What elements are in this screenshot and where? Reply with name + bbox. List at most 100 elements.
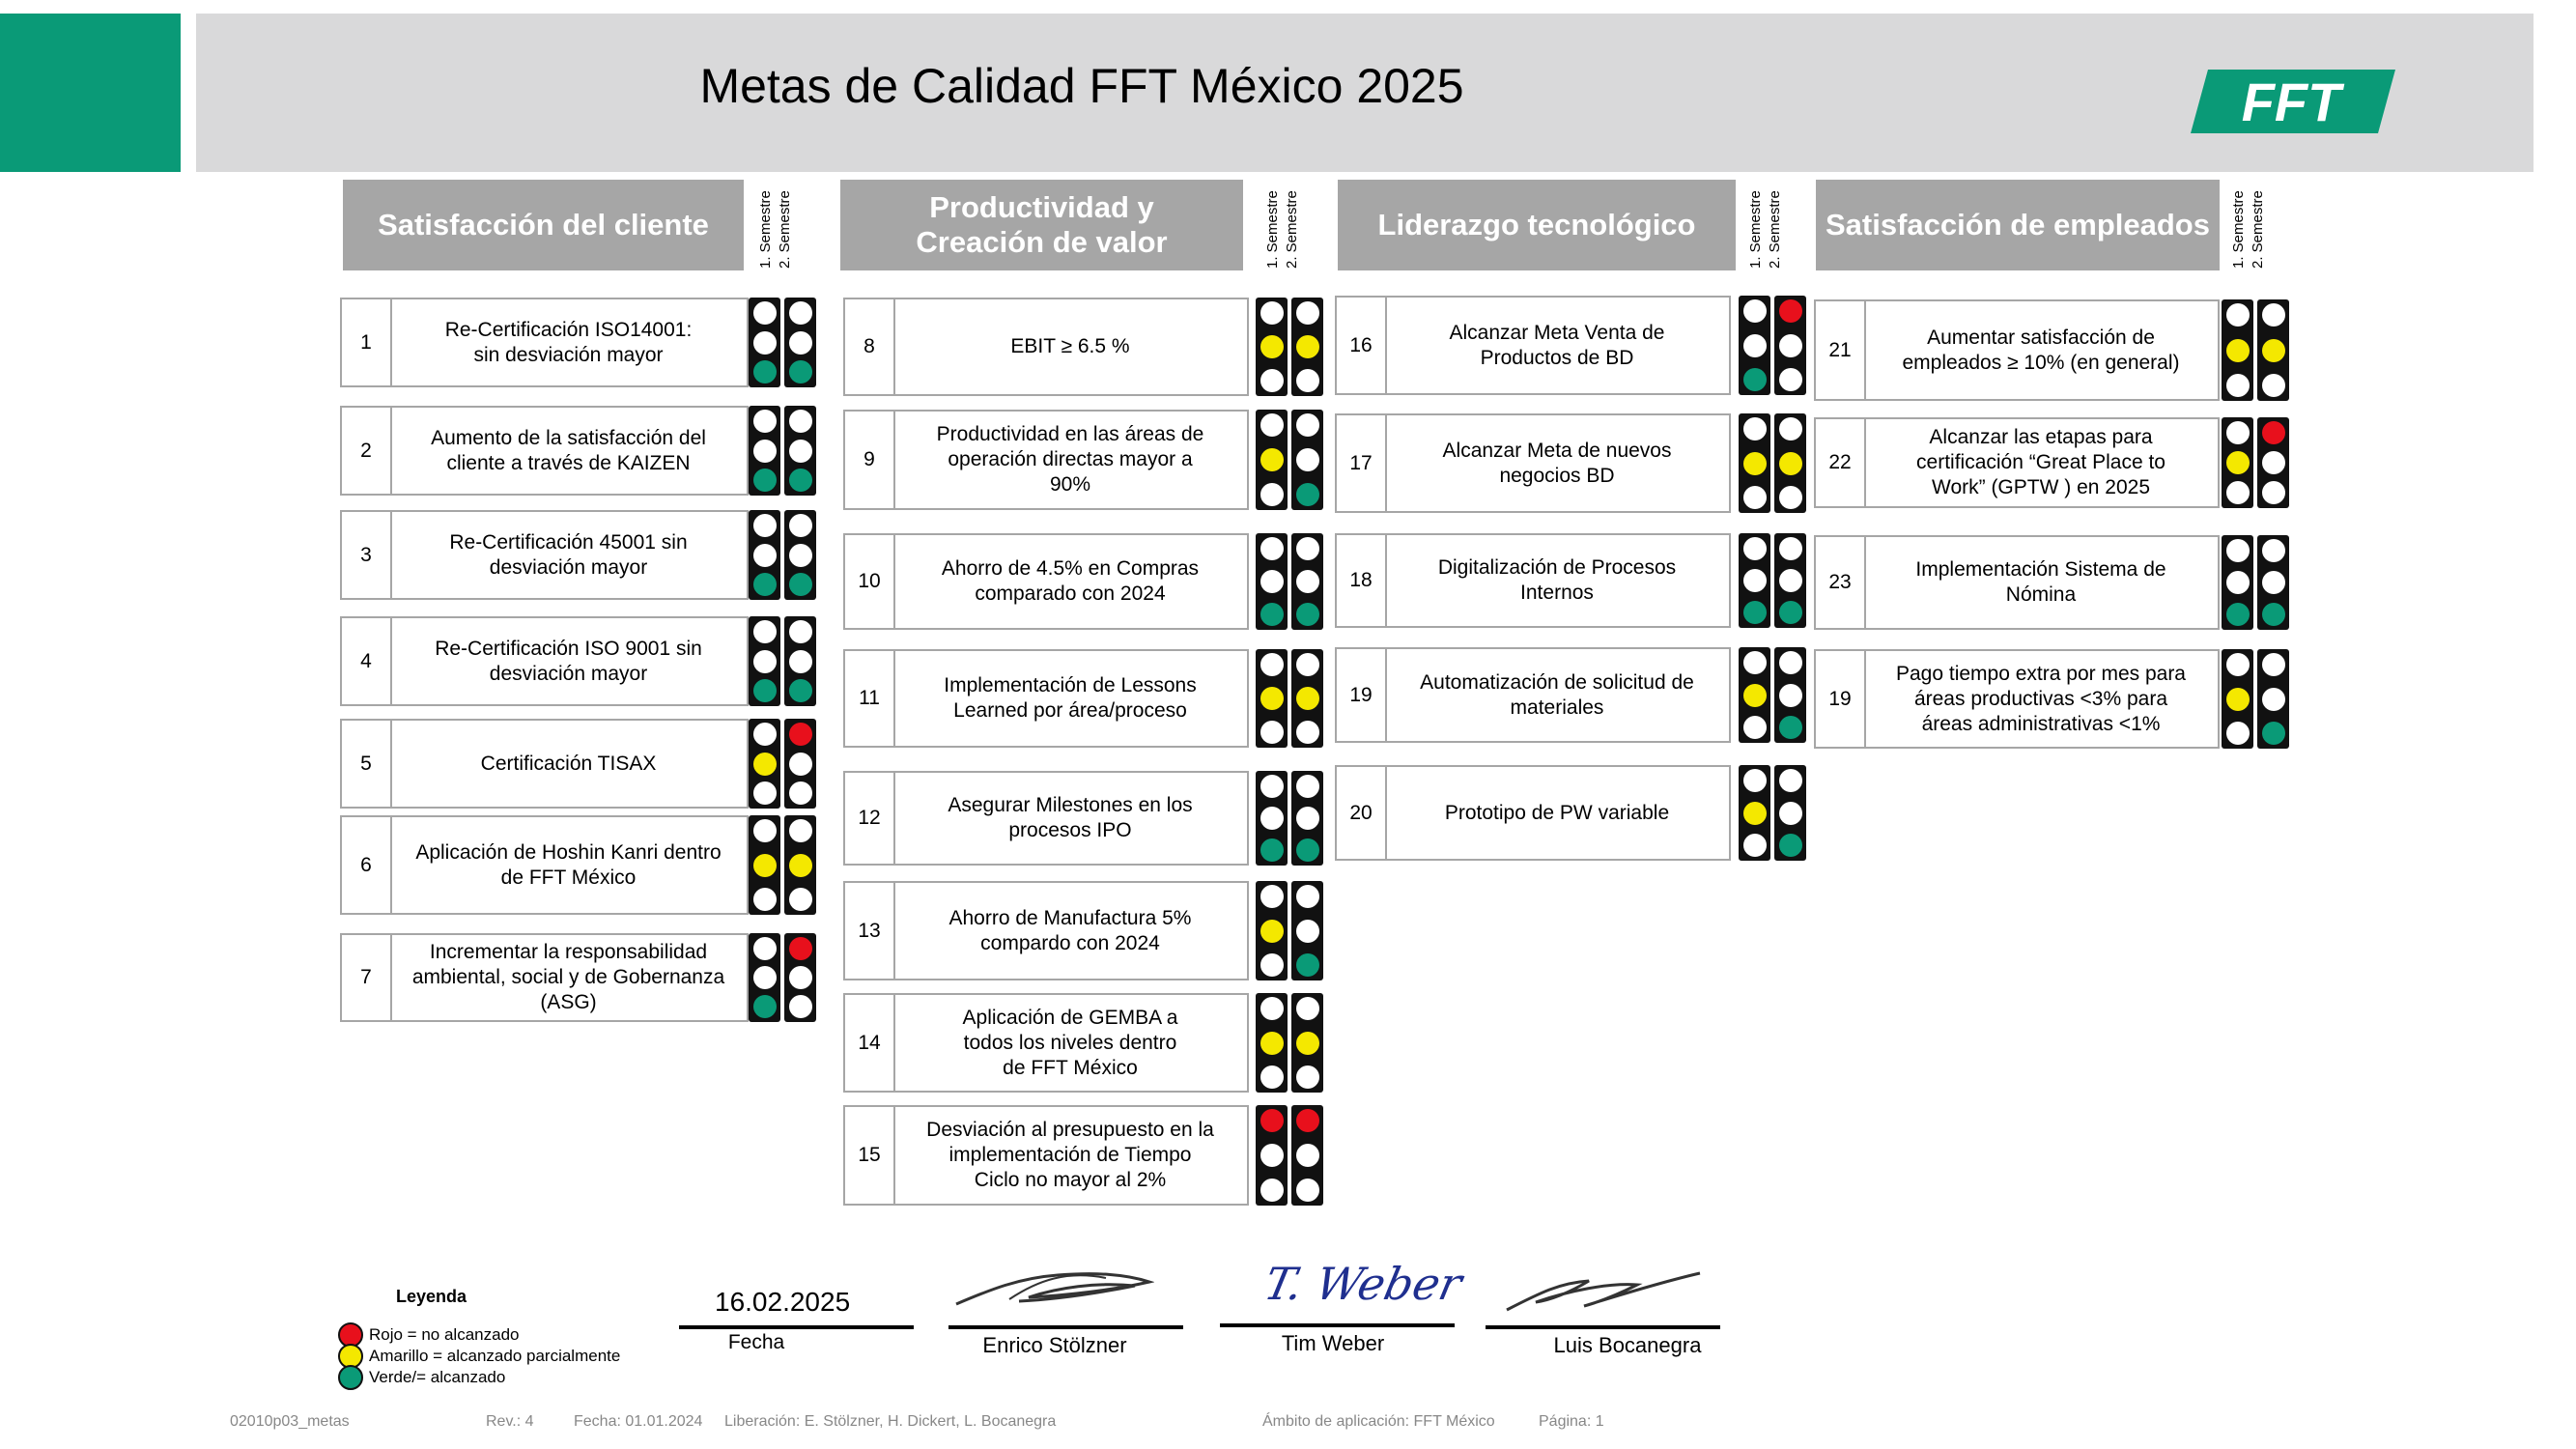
yellow-lamp bbox=[2225, 571, 2250, 594]
traffic-light-semester-2 bbox=[784, 719, 816, 809]
red-dot-icon bbox=[338, 1322, 363, 1348]
traffic-light-semester-2 bbox=[784, 406, 816, 496]
goal-number: 15 bbox=[845, 1107, 895, 1204]
red-lamp bbox=[1260, 537, 1284, 560]
yellow-lamp bbox=[788, 439, 812, 463]
goal-number: 19 bbox=[1337, 649, 1387, 741]
traffic-light-semester-1 bbox=[1256, 649, 1288, 748]
red-lamp bbox=[1295, 1109, 1319, 1132]
red-lamp bbox=[2225, 539, 2250, 562]
goal-card: 6 Aplicación de Hoshin Kanri dentro de FF… bbox=[340, 815, 749, 915]
goal-text: Automatización de solicitud de materiale… bbox=[1420, 670, 1694, 719]
red-lamp bbox=[1778, 651, 1802, 674]
traffic-light-semester-2 bbox=[1774, 647, 1806, 743]
traffic-light-semester-1 bbox=[1739, 533, 1770, 628]
semester-label: 2. Semestre bbox=[2250, 190, 2266, 269]
red-lamp bbox=[2261, 303, 2285, 327]
goal-text: Pago tiempo extra por mes para áreas pro… bbox=[1896, 662, 2186, 735]
red-lamp bbox=[1742, 417, 1767, 440]
yellow-lamp bbox=[752, 649, 777, 673]
goal-card: 15 Desviación al presupuesto en la implem… bbox=[843, 1105, 1249, 1206]
goal-number: 1 bbox=[342, 299, 392, 385]
yellow-lamp bbox=[1260, 570, 1284, 593]
red-lamp bbox=[1742, 651, 1767, 674]
red-lamp bbox=[788, 620, 812, 643]
green-lamp bbox=[1778, 368, 1802, 391]
red-lamp bbox=[752, 514, 777, 537]
goal-text: Desviación al presupuesto en la implemen… bbox=[926, 1119, 1214, 1191]
traffic-light-semester-2 bbox=[1291, 1105, 1323, 1206]
column-header: Liderazgo tecnológico bbox=[1338, 180, 1736, 270]
red-lamp bbox=[788, 301, 812, 325]
red-lamp bbox=[752, 819, 777, 842]
yellow-lamp bbox=[1295, 448, 1319, 471]
goal-text: EBIT ≥ 6.5 % bbox=[1010, 335, 1130, 357]
goal-number: 2 bbox=[342, 408, 392, 494]
yellow-lamp bbox=[752, 439, 777, 463]
traffic-light-semester-1 bbox=[2222, 649, 2253, 749]
goal-text: Alcanzar las etapas para certificación “… bbox=[1916, 426, 2166, 498]
green-lamp bbox=[1260, 721, 1284, 744]
traffic-light-semester-2 bbox=[2257, 649, 2289, 749]
green-lamp bbox=[1778, 601, 1802, 624]
green-lamp bbox=[1742, 834, 1767, 857]
semester-label: 1. Semestre bbox=[2230, 190, 2247, 269]
goal-number: 20 bbox=[1337, 767, 1387, 859]
traffic-light-semester-1 bbox=[749, 406, 780, 496]
fft-logo: FFT bbox=[2191, 70, 2395, 133]
traffic-light-semester-1 bbox=[749, 719, 780, 809]
red-lamp bbox=[788, 937, 812, 960]
semester-label: 1. Semestre bbox=[1264, 190, 1281, 269]
traffic-light-semester-2 bbox=[1291, 298, 1323, 396]
traffic-light-semester-1 bbox=[749, 616, 780, 706]
traffic-light-semester-1 bbox=[1739, 413, 1770, 513]
red-lamp bbox=[1778, 417, 1802, 440]
legend-item: Rojo = no alcanzado bbox=[338, 1322, 519, 1348]
goal-text: Digitalización de Procesos Internos bbox=[1437, 556, 1677, 604]
traffic-light-semester-2 bbox=[784, 815, 816, 915]
semester-label: 2. Semestre bbox=[1767, 190, 1783, 269]
green-lamp bbox=[1742, 368, 1767, 391]
green-lamp bbox=[1295, 838, 1319, 862]
red-lamp bbox=[2261, 539, 2285, 562]
traffic-light-semester-1 bbox=[1256, 771, 1288, 866]
yellow-lamp bbox=[2225, 687, 2250, 711]
traffic-light-semester-1 bbox=[1256, 533, 1288, 630]
green-lamp bbox=[1260, 953, 1284, 977]
red-lamp bbox=[1295, 537, 1319, 560]
goal-text: Re-Certificación ISO14001: sin desviació… bbox=[444, 318, 693, 366]
goal-card: 19 Automatización de solicitud de materia… bbox=[1335, 647, 1731, 743]
yellow-lamp bbox=[2261, 571, 2285, 594]
green-lamp bbox=[788, 679, 812, 702]
green-lamp bbox=[1295, 369, 1319, 392]
yellow-lamp bbox=[1778, 569, 1802, 592]
red-lamp bbox=[1260, 413, 1284, 437]
goal-card: 13 Ahorro de Manufactura 5% compardo con … bbox=[843, 881, 1249, 980]
yellow-lamp bbox=[1260, 448, 1284, 471]
semester-label: 2. Semestre bbox=[1284, 190, 1300, 269]
yellow-lamp bbox=[1260, 919, 1284, 943]
traffic-light-semester-1 bbox=[749, 510, 780, 600]
traffic-light-semester-2 bbox=[784, 933, 816, 1022]
goal-card: 17 Alcanzar Meta de nuevos negocios BD bbox=[1335, 413, 1731, 513]
yellow-lamp bbox=[1742, 333, 1767, 357]
yellow-lamp bbox=[752, 543, 777, 567]
goal-card: 4 Re-Certificación ISO 9001 sin desviació… bbox=[340, 616, 749, 706]
red-lamp bbox=[2261, 421, 2285, 444]
signer-3: Luis Bocanegra bbox=[1553, 1333, 1702, 1357]
column-header: Satisfacción del cliente bbox=[343, 180, 744, 270]
goal-number: 3 bbox=[342, 512, 392, 598]
green-lamp bbox=[1778, 834, 1802, 857]
traffic-light-semester-1 bbox=[749, 815, 780, 915]
goal-card: 11 Implementación de Lessons Learned por … bbox=[843, 649, 1249, 748]
semester-label: 1. Semestre bbox=[1747, 190, 1764, 269]
yellow-lamp bbox=[1778, 683, 1802, 707]
goal-text: Aumentar satisfacción de empleados ≥ 10%… bbox=[1902, 326, 2180, 374]
signature-bocanegra bbox=[1506, 1271, 1701, 1312]
traffic-light-semester-2 bbox=[1774, 533, 1806, 628]
red-lamp bbox=[788, 723, 812, 746]
traffic-light-semester-1 bbox=[1739, 765, 1770, 861]
goal-card: 8 EBIT ≥ 6.5 % bbox=[843, 298, 1249, 396]
green-lamp bbox=[1295, 1065, 1319, 1089]
red-lamp bbox=[1260, 775, 1284, 798]
